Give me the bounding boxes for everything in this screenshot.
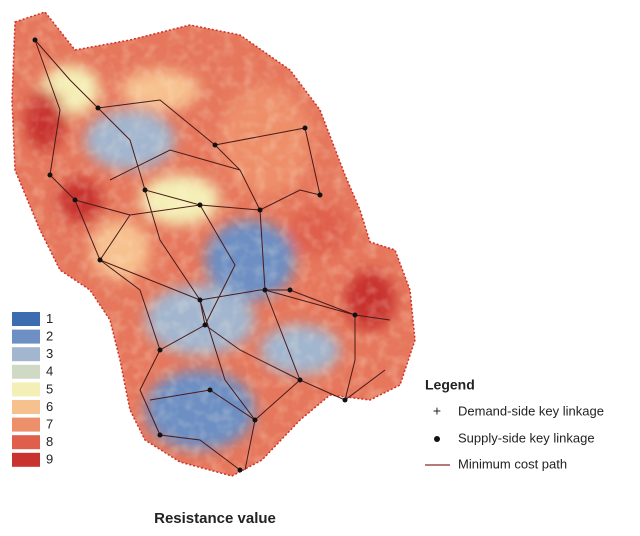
region-boundary xyxy=(11,11,416,477)
class-label: 6 xyxy=(46,399,53,414)
class-label: 3 xyxy=(46,346,53,361)
legend-item: Minimum cost path xyxy=(458,456,567,471)
class-swatch xyxy=(12,312,40,326)
class-label: 1 xyxy=(46,311,53,326)
class-swatch xyxy=(12,435,40,450)
class-swatch xyxy=(12,452,40,467)
class-swatch xyxy=(12,347,40,362)
class-label: 5 xyxy=(46,381,53,396)
demand-symbol: + xyxy=(433,403,441,419)
class-swatch xyxy=(12,364,40,379)
class-swatch xyxy=(12,329,40,344)
legend-item: Demand-side key linkage xyxy=(458,403,604,418)
class-label: 2 xyxy=(46,329,53,344)
supply-symbol xyxy=(434,436,440,442)
map-caption: Resistance value xyxy=(154,510,276,527)
supply-points xyxy=(32,37,358,473)
class-label: 4 xyxy=(46,364,53,379)
class-swatch xyxy=(12,417,40,432)
class-swatch xyxy=(12,400,40,414)
legend-item: Supply-side key linkage xyxy=(458,430,595,445)
class-swatch xyxy=(12,382,40,397)
legend-title: Legend xyxy=(425,377,475,393)
resistance-legend: 1 2 3 4 5 6 7 8 9 xyxy=(12,311,53,467)
class-label: 8 xyxy=(46,434,53,449)
class-label: 9 xyxy=(46,452,53,467)
class-label: 7 xyxy=(46,417,53,432)
